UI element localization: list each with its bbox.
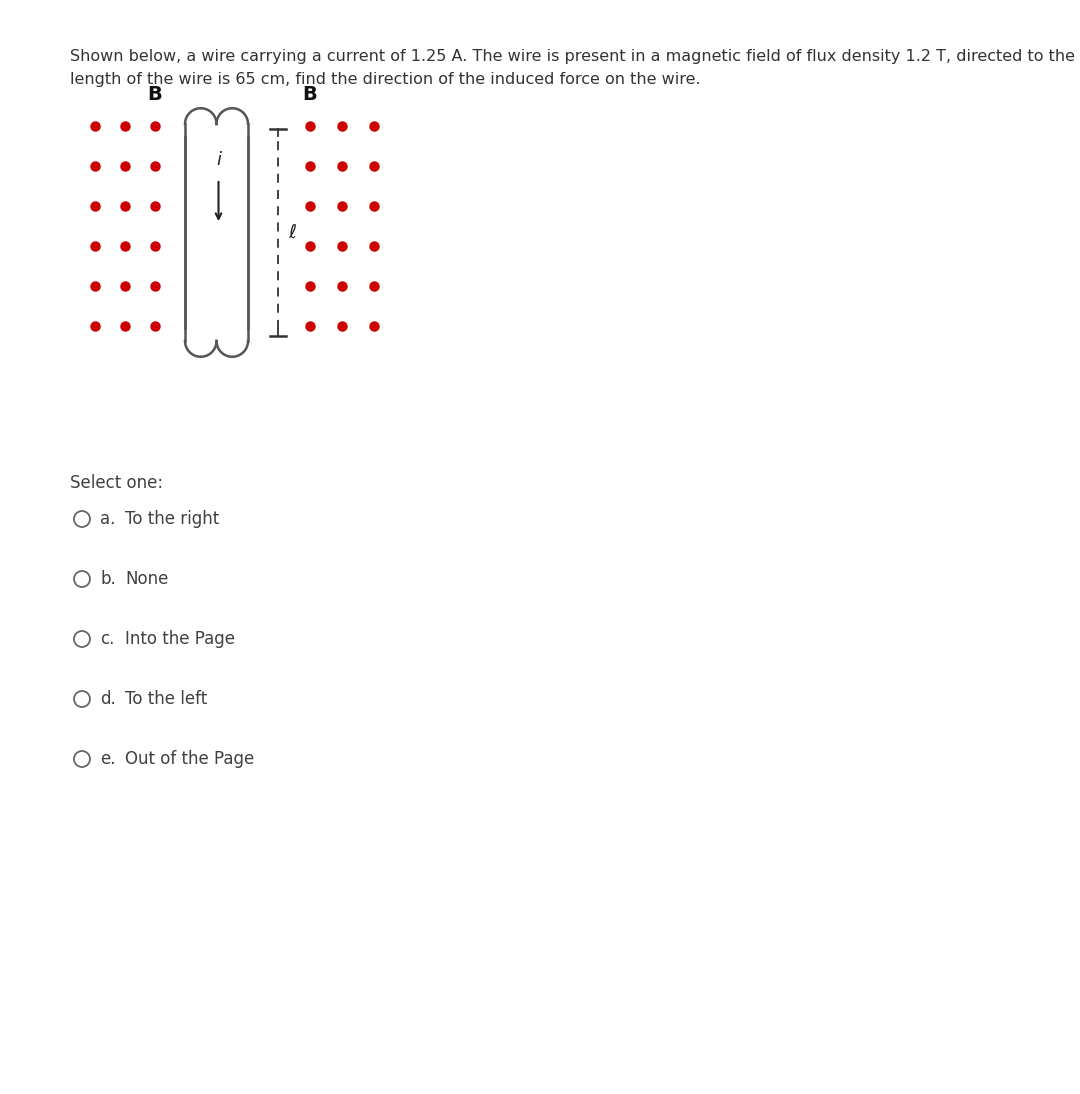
Text: i: i xyxy=(216,151,221,168)
Bar xyxy=(185,124,248,341)
Text: c.: c. xyxy=(100,630,114,648)
Text: B: B xyxy=(148,84,162,104)
Text: Into the Page: Into the Page xyxy=(125,630,235,648)
Text: d.: d. xyxy=(100,690,116,708)
Text: length of the wire is 65 cm, find the direction of the induced force on the wire: length of the wire is 65 cm, find the di… xyxy=(70,72,701,88)
Text: Shown below, a wire carrying a current of 1.25 A. The wire is present in a magne: Shown below, a wire carrying a current o… xyxy=(70,49,1080,65)
Text: $\ell$: $\ell$ xyxy=(288,223,297,242)
Text: e.: e. xyxy=(100,750,116,768)
Text: B: B xyxy=(302,84,318,104)
Text: Select one:: Select one: xyxy=(70,474,163,492)
Text: Out of the Page: Out of the Page xyxy=(125,750,254,768)
Text: None: None xyxy=(125,570,168,587)
Text: a.: a. xyxy=(100,510,116,528)
Text: b.: b. xyxy=(100,570,116,587)
Text: To the right: To the right xyxy=(125,510,219,528)
Text: To the left: To the left xyxy=(125,690,207,708)
